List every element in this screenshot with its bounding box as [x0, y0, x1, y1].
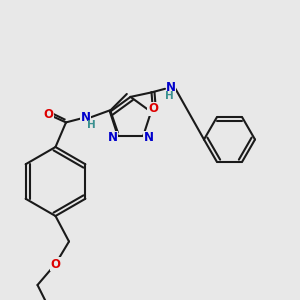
Text: O: O — [50, 257, 61, 271]
Text: N: N — [144, 131, 154, 144]
Text: H: H — [87, 120, 96, 130]
Text: N: N — [80, 111, 91, 124]
Text: O: O — [148, 102, 158, 116]
Text: N: N — [166, 81, 176, 94]
Text: O: O — [43, 108, 53, 122]
Text: N: N — [107, 131, 117, 144]
Text: H: H — [165, 91, 174, 101]
